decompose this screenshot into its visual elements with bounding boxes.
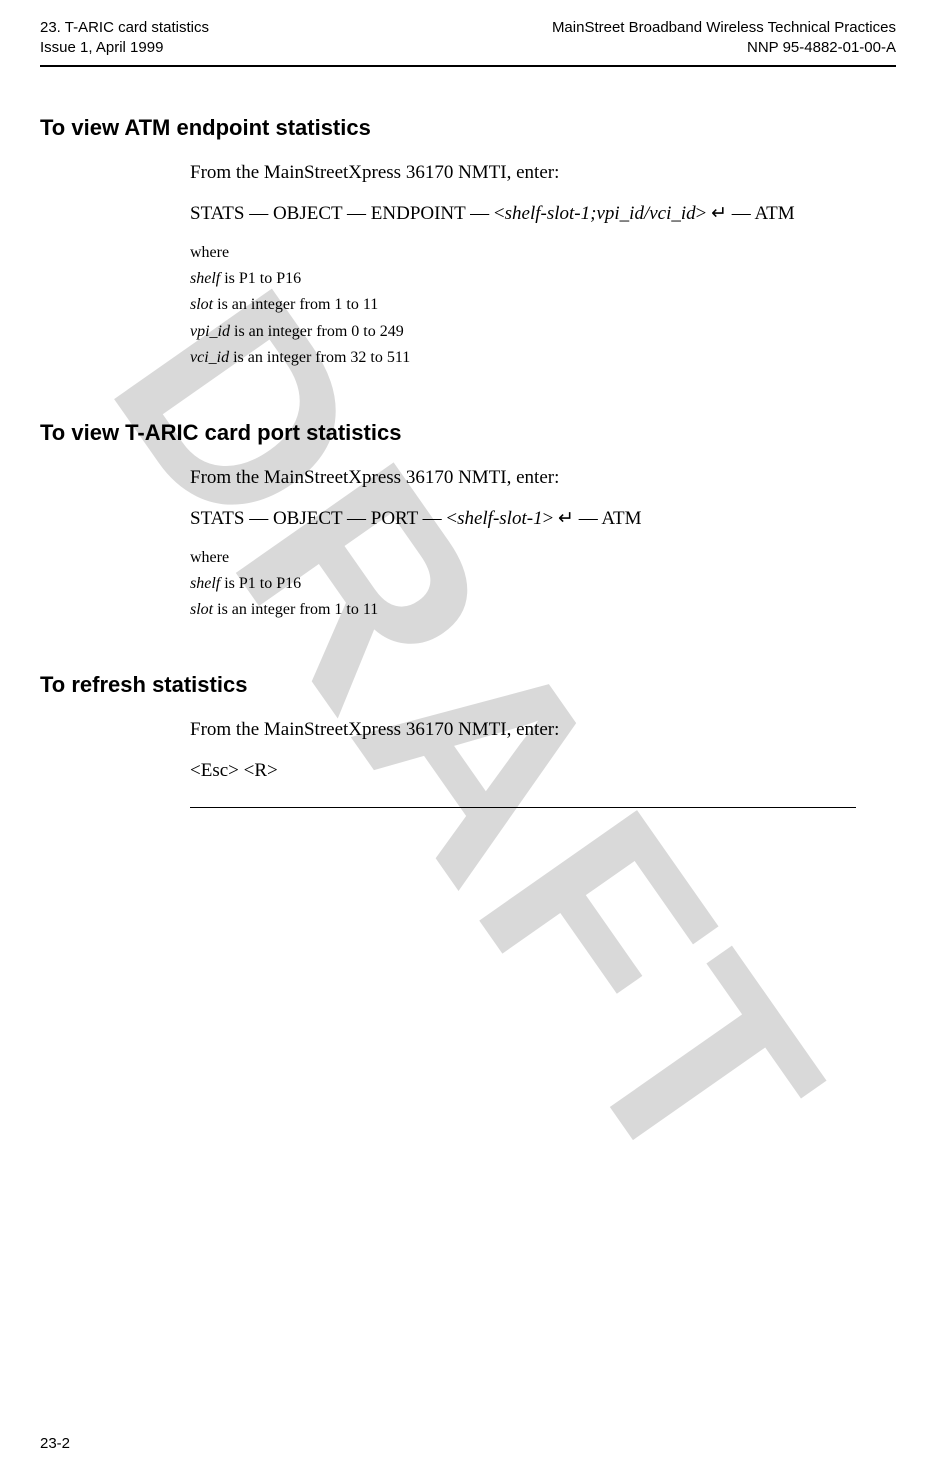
section-body-port-stats: From the MainStreetXpress 36170 NMTI, en… [190,464,856,624]
cmd-param: shelf-slot-1;vpi_id/vci_id [505,203,696,224]
where-block: where shelf is P1 to P16 slot is an inte… [190,240,856,372]
where-desc: is an integer from 1 to 11 [213,296,378,313]
where-term: slot [190,296,213,313]
intro-text: From the MainStreetXpress 36170 NMTI, en… [190,159,856,187]
command-line: STATS — OBJECT — ENDPOINT — <shelf-slot-… [190,200,856,228]
where-line: shelf is P1 to P16 [190,571,856,597]
section-end-rule [190,807,856,808]
header-left: 23. T-ARIC card statistics Issue 1, Apri… [40,18,209,59]
section-title-refresh: To refresh statistics [40,672,896,698]
header-right: MainStreet Broadband Wireless Technical … [552,18,896,59]
header-rule [40,65,896,67]
header-left-line2: Issue 1, April 1999 [40,38,209,58]
where-desc: is P1 to P16 [220,575,301,592]
where-line: shelf is P1 to P16 [190,266,856,292]
cmd-suffix: > ↵ — ATM [543,508,642,529]
where-term: vpi_id [190,323,230,340]
cmd-prefix: STATS — OBJECT — ENDPOINT — < [190,203,505,224]
page-number: 23-2 [40,1435,70,1452]
header-right-line2: NNP 95-4882-01-00-A [552,38,896,58]
where-term: shelf [190,270,220,287]
where-desc: is P1 to P16 [220,270,301,287]
page-header: 23. T-ARIC card statistics Issue 1, Apri… [40,18,896,59]
intro-text: From the MainStreetXpress 36170 NMTI, en… [190,716,856,744]
where-line: slot is an integer from 1 to 11 [190,292,856,318]
where-desc: is an integer from 32 to 511 [229,349,410,366]
where-desc: is an integer from 1 to 11 [213,601,378,618]
cmd-param: shelf-slot-1 [457,508,543,529]
where-term: vci_id [190,349,229,366]
intro-text: From the MainStreetXpress 36170 NMTI, en… [190,464,856,492]
where-desc: is an integer from 0 to 249 [230,323,404,340]
section-body-atm-endpoint: From the MainStreetXpress 36170 NMTI, en… [190,159,856,372]
header-right-line1: MainStreet Broadband Wireless Technical … [552,18,896,38]
where-line: slot is an integer from 1 to 11 [190,597,856,623]
where-block: where shelf is P1 to P16 slot is an inte… [190,545,856,624]
section-title-port-stats: To view T-ARIC card port statistics [40,420,896,446]
page-container: 23. T-ARIC card statistics Issue 1, Apri… [0,0,936,1476]
section-body-refresh: From the MainStreetXpress 36170 NMTI, en… [190,716,856,808]
where-line: vpi_id is an integer from 0 to 249 [190,319,856,345]
section-title-atm-endpoint: To view ATM endpoint statistics [40,115,896,141]
where-label: where [190,545,856,571]
command-line: STATS — OBJECT — PORT — <shelf-slot-1> ↵… [190,505,856,533]
where-term: shelf [190,575,220,592]
cmd-suffix: > ↵ — ATM [696,203,795,224]
header-left-line1: 23. T-ARIC card statistics [40,18,209,38]
where-line: vci_id is an integer from 32 to 511 [190,345,856,371]
where-label: where [190,240,856,266]
where-term: slot [190,601,213,618]
command-line: <Esc> <R> [190,757,856,785]
cmd-prefix: STATS — OBJECT — PORT — < [190,508,457,529]
